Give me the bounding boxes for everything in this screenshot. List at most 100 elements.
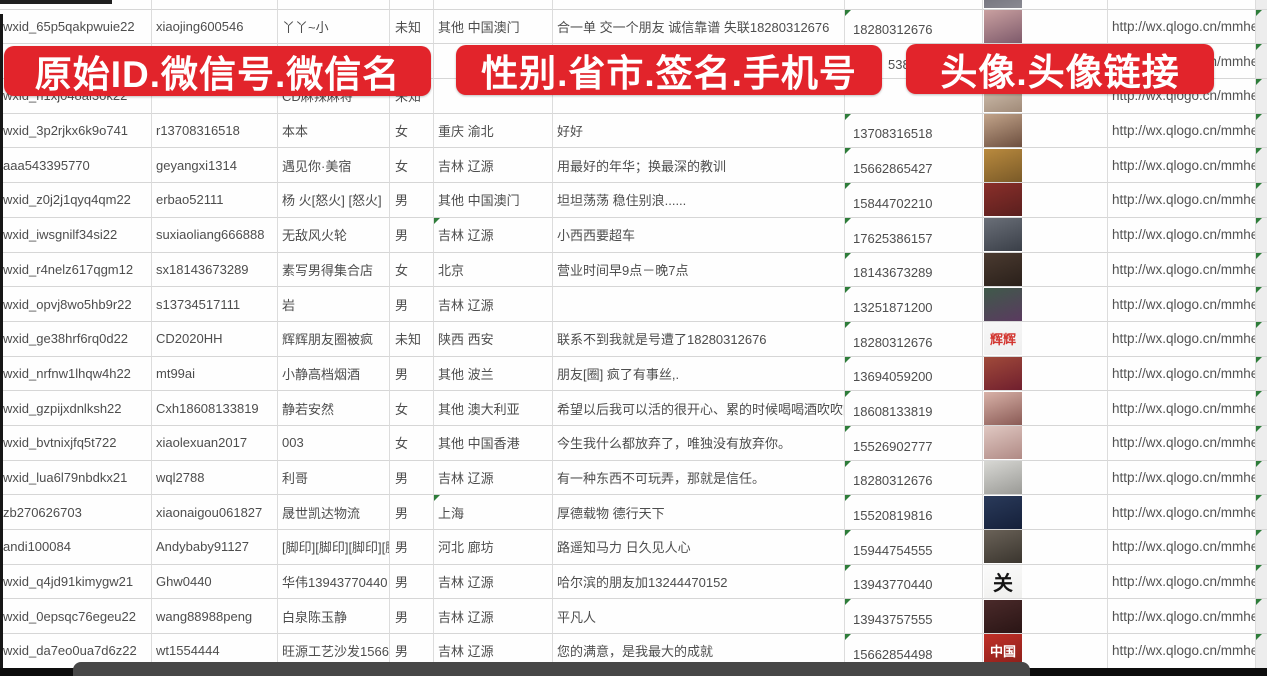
cell-phone[interactable]: 15662865427: [845, 148, 983, 184]
cell-wxid[interactable]: andi100084: [0, 530, 152, 565]
cell-name[interactable]: 利哥: [278, 460, 390, 496]
cell-signature[interactable]: 合一单 交一个朋友 诚信靠谱 失联18280312676: [553, 9, 845, 45]
cell-phone[interactable]: [845, 0, 983, 10]
cell-wxid[interactable]: wxid_q4jd91kimygw21: [0, 564, 152, 600]
cell-name[interactable]: 小静高档烟酒: [278, 356, 390, 392]
cell-account[interactable]: erbao52111: [152, 183, 278, 218]
cell-wxid[interactable]: wxid_65p5qakpwuie22: [0, 9, 152, 45]
cell-link[interactable]: http://wx.qlogo.cn/mmhead: [1108, 495, 1256, 530]
cell-region[interactable]: 其他 澳大利亚: [434, 391, 553, 426]
cell-gender[interactable]: 女: [390, 425, 434, 461]
cell-link[interactable]: http://wx.qlogo.cn/mmhead: [1108, 634, 1256, 669]
cell-wxid[interactable]: [0, 0, 152, 10]
cell-name[interactable]: 华伟13943770440: [278, 564, 390, 600]
cell-gender[interactable]: 女: [390, 391, 434, 426]
cell-avatar[interactable]: [983, 356, 1108, 392]
cell-phone[interactable]: 13943770440: [845, 564, 983, 600]
cell-gender[interactable]: 未知: [390, 9, 434, 45]
cell-signature[interactable]: 厚德载物 德行天下: [553, 495, 845, 530]
cell-region[interactable]: 其他 中国澳门: [434, 183, 553, 218]
cell-signature[interactable]: [553, 0, 845, 10]
cell-phone[interactable]: 17625386157: [845, 217, 983, 253]
cell-phone[interactable]: 13943757555: [845, 599, 983, 635]
cell-avatar[interactable]: 辉辉: [983, 321, 1108, 357]
cell-account[interactable]: Cxh18608133819: [152, 391, 278, 426]
cell-region[interactable]: 吉林 辽源: [434, 460, 553, 496]
cell-link[interactable]: http://wx.qlogo.cn/mmhead: [1108, 599, 1256, 635]
cell-phone[interactable]: 18143673289: [845, 252, 983, 288]
cell-link[interactable]: [1108, 0, 1256, 10]
cell-wxid[interactable]: zb270626703: [0, 495, 152, 530]
cell-phone[interactable]: 15520819816: [845, 495, 983, 530]
cell-signature[interactable]: 路遥知马力 日久见人心: [553, 530, 845, 565]
cell-name[interactable]: 岩: [278, 287, 390, 322]
cell-phone[interactable]: 18280312676: [845, 460, 983, 496]
cell-avatar[interactable]: [983, 183, 1108, 218]
cell-wxid[interactable]: wxid_r4nelz617qgm12: [0, 252, 152, 288]
cell-account[interactable]: wql2788: [152, 460, 278, 496]
cell-region[interactable]: 吉林 辽源: [434, 564, 553, 600]
cell-name[interactable]: 本本: [278, 113, 390, 149]
cell-wxid[interactable]: wxid_bvtnixjfq5t722: [0, 425, 152, 461]
cell-wxid[interactable]: wxid_3p2rjkx6k9o741: [0, 113, 152, 149]
cell-gender[interactable]: [390, 0, 434, 10]
cell-wxid[interactable]: wxid_0epsqc76egeu22: [0, 599, 152, 635]
cell-phone[interactable]: 18280312676: [845, 321, 983, 357]
cell-region[interactable]: 河北 廊坊: [434, 530, 553, 565]
cell-signature[interactable]: 哈尔滨的朋友加13244470152: [553, 564, 845, 600]
cell-name[interactable]: 晟世凯达物流: [278, 495, 390, 530]
cell-gender[interactable]: 女: [390, 113, 434, 149]
video-player-bar[interactable]: [73, 662, 1030, 676]
cell-avatar[interactable]: [983, 599, 1108, 635]
cell-name[interactable]: 杨 火[怒火] [怒火]: [278, 183, 390, 218]
cell-signature[interactable]: 用最好的年华；换最深的教训: [553, 148, 845, 184]
cell-gender[interactable]: 女: [390, 148, 434, 184]
cell-region[interactable]: 其他 中国澳门: [434, 9, 553, 45]
cell-name[interactable]: 丫丫~小: [278, 9, 390, 45]
cell-link[interactable]: http://wx.qlogo.cn/mmhead: [1108, 564, 1256, 600]
cell-link[interactable]: http://wx.qlogo.cn/mmhead: [1108, 252, 1256, 288]
cell-phone[interactable]: 13694059200: [845, 356, 983, 392]
cell-signature[interactable]: 希望以后我可以活的很开心、累的时候喝喝酒吹吹[: [553, 391, 845, 426]
cell-name[interactable]: 素写男得集合店: [278, 252, 390, 288]
cell-gender[interactable]: 男: [390, 495, 434, 530]
cell-signature[interactable]: 今生我什么都放弃了，唯独没有放弃你。: [553, 425, 845, 461]
cell-link[interactable]: http://wx.qlogo.cn/mmhead: [1108, 183, 1256, 218]
cell-phone[interactable]: 15526902777: [845, 425, 983, 461]
cell-signature[interactable]: 营业时间早9点－晚7点: [553, 252, 845, 288]
cell-name[interactable]: 003: [278, 425, 390, 461]
cell-region[interactable]: 吉林 辽源: [434, 148, 553, 184]
cell-avatar[interactable]: [983, 9, 1108, 45]
cell-name[interactable]: 无敌风火轮: [278, 217, 390, 253]
cell-gender[interactable]: 未知: [390, 321, 434, 357]
cell-avatar[interactable]: [983, 217, 1108, 253]
cell-name[interactable]: 辉辉朋友圈被疯: [278, 321, 390, 357]
cell-name[interactable]: [脚印][脚印][脚印][脚: [278, 530, 390, 565]
cell-account[interactable]: mt99ai: [152, 356, 278, 392]
cell-link[interactable]: http://wx.qlogo.cn/mmhead: [1108, 113, 1256, 149]
cell-gender[interactable]: 男: [390, 460, 434, 496]
cell-gender[interactable]: 女: [390, 252, 434, 288]
cell-gender[interactable]: 男: [390, 356, 434, 392]
cell-name[interactable]: 白泉陈玉静: [278, 599, 390, 635]
cell-signature[interactable]: 朋友[圈] 疯了有事丝,.: [553, 356, 845, 392]
cell-avatar[interactable]: [983, 460, 1108, 496]
cell-gender[interactable]: 男: [390, 217, 434, 253]
cell-avatar[interactable]: [983, 530, 1108, 565]
cell-gender[interactable]: 男: [390, 287, 434, 322]
cell-account[interactable]: sx18143673289: [152, 252, 278, 288]
cell-avatar[interactable]: [983, 391, 1108, 426]
cell-avatar[interactable]: [983, 252, 1108, 288]
cell-wxid[interactable]: wxid_iwsgnilf34si22: [0, 217, 152, 253]
cell-account[interactable]: xiaonaigou061827: [152, 495, 278, 530]
cell-wxid[interactable]: wxid_nrfnw1lhqw4h22: [0, 356, 152, 392]
cell-link[interactable]: http://wx.qlogo.cn/mmhead: [1108, 460, 1256, 496]
cell-link[interactable]: http://wx.qlogo.cn/mmhead: [1108, 425, 1256, 461]
cell-account[interactable]: CD2020HH: [152, 321, 278, 357]
cell-account[interactable]: Andybaby91127: [152, 530, 278, 565]
cell-signature[interactable]: 好好: [553, 113, 845, 149]
cell-gender[interactable]: 男: [390, 183, 434, 218]
cell-account[interactable]: wang88988peng: [152, 599, 278, 635]
cell-account[interactable]: [152, 0, 278, 10]
cell-wxid[interactable]: wxid_opvj8wo5hb9r22: [0, 287, 152, 322]
